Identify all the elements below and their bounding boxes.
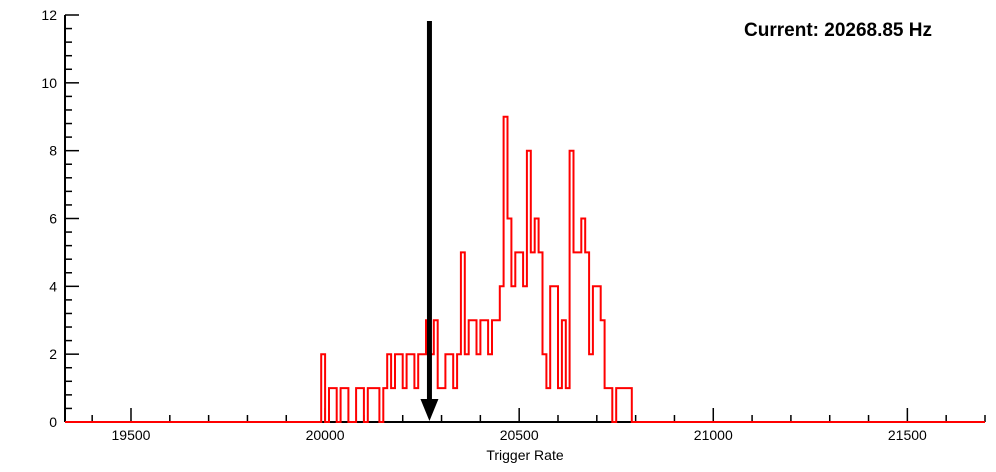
current-value-arrow [420,21,439,421]
y-tick-label: 0 [49,414,57,430]
tick-marks [65,14,986,423]
x-tick-label: 20000 [306,427,345,443]
y-tick-label: 4 [49,278,57,294]
histogram-line [65,115,985,423]
y-tick-label: 6 [49,211,57,227]
arrow-head [420,399,439,421]
y-tick-label: 2 [49,346,57,362]
x-tick-label: 21000 [694,427,733,443]
y-tick-label: 12 [41,7,57,23]
x-tick-label: 21500 [888,427,927,443]
x-tick-label: 20500 [500,427,539,443]
x-tick-label: 19500 [112,427,151,443]
y-tick-label: 8 [49,143,57,159]
y-tick-label: 10 [41,75,57,91]
x-axis-title: Trigger Rate [486,447,564,463]
tick-labels: 19500 20000 20500 21000 21500 Trigger Rate 0 2 4… [41,7,927,463]
axes [64,15,985,423]
current-rate-label: Current: 20268.85 Hz [744,20,932,41]
